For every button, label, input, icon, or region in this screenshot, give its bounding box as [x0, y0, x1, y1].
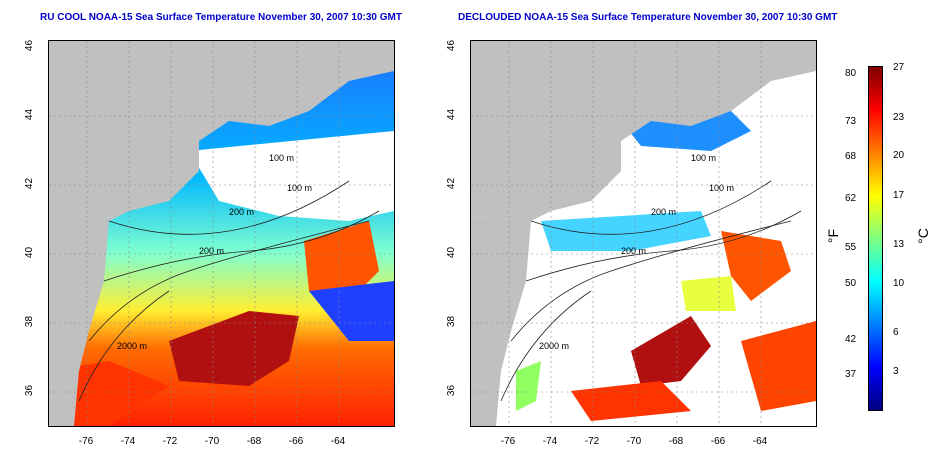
lat-tick: 40: [24, 246, 36, 259]
contour-label: 100 m: [691, 153, 717, 163]
colorbar-c-tick: 17: [893, 190, 905, 201]
lon-tick: -72: [162, 436, 178, 447]
sst-patch: [631, 316, 711, 386]
sst-patch: [721, 231, 791, 301]
lon-tick: -68: [668, 436, 684, 447]
colorbar-f-tick: 80: [845, 68, 857, 79]
lon-tick: -72: [584, 436, 600, 447]
colorbar-c-tick: 23: [893, 112, 905, 123]
sst-map-raw[interactable]: 100 m 100 m 200 m 200 m 2000 m: [48, 40, 395, 427]
colorbar-f-tick: 50: [845, 278, 857, 289]
lon-tick: -74: [120, 436, 136, 447]
lat-tick: 42: [24, 177, 36, 190]
lat-tick: 42: [446, 177, 458, 190]
cloud-area: [189, 131, 394, 221]
lat-tick: 44: [24, 108, 36, 121]
colorbar-f-tick: 73: [845, 116, 857, 127]
lon-tick: -74: [542, 436, 558, 447]
colorbar-f-tick: 68: [845, 151, 857, 162]
sst-map-declouded[interactable]: 100 m 100 m 200 m 200 m 2000 m: [470, 40, 817, 427]
contour-label: 100 m: [709, 183, 735, 193]
contour-label: 100 m: [287, 183, 313, 193]
lat-tick: 38: [24, 315, 36, 328]
lon-tick: -66: [710, 436, 726, 447]
lat-tick: 36: [24, 384, 36, 397]
land-mass: [471, 41, 816, 221]
land-mass: [49, 41, 394, 221]
contour-label: 200 m: [229, 207, 255, 217]
colorbar-c-tick: 6: [893, 327, 899, 338]
warm-core: [169, 311, 299, 386]
lon-tick: -70: [626, 436, 642, 447]
sst-patch: [571, 381, 691, 421]
sst-patch: [541, 211, 711, 251]
sst-patch: [681, 276, 736, 311]
unit-celsius: °C: [914, 228, 931, 244]
lat-tick: 38: [446, 315, 458, 328]
panel2-title: DECLOUDED NOAA-15 Sea Surface Temperatur…: [458, 12, 838, 23]
lon-tick: -68: [246, 436, 262, 447]
contour-label: 200 m: [199, 246, 225, 256]
contour-label: 2000 m: [117, 341, 148, 351]
colorbar-c-tick: 10: [893, 278, 905, 289]
contour-label: 200 m: [651, 207, 677, 217]
colorbar-f-tick: 42: [845, 334, 857, 345]
sst-patch: [516, 361, 541, 411]
temperature-colorbar: [868, 66, 883, 411]
panel1-title: RU COOL NOAA-15 Sea Surface Temperature …: [40, 12, 402, 23]
coast-land: [49, 216, 109, 426]
contour-label: 200 m: [621, 246, 647, 256]
lat-tick: 36: [446, 384, 458, 397]
lon-tick: -76: [500, 436, 516, 447]
coast-land: [471, 216, 531, 426]
lat-tick: 40: [446, 246, 458, 259]
cold-patch: [309, 281, 394, 341]
sst-patch: [741, 321, 816, 411]
lon-tick: -64: [330, 436, 346, 447]
colorbar-c-tick: 3: [893, 366, 899, 377]
colorbar-f-tick: 37: [845, 369, 857, 380]
lat-tick: 46: [24, 39, 36, 52]
colorbar-f-tick: 62: [845, 193, 857, 204]
lat-tick: 44: [446, 108, 458, 121]
colorbar-c-tick: 13: [893, 239, 905, 250]
contour-label: 2000 m: [539, 341, 570, 351]
colorbar-f-tick: 55: [845, 242, 857, 253]
lat-tick: 46: [446, 39, 458, 52]
unit-fahrenheit: °F: [825, 228, 842, 244]
lon-tick: -70: [204, 436, 220, 447]
lon-tick: -64: [752, 436, 768, 447]
lon-tick: -76: [78, 436, 94, 447]
colorbar-c-tick: 27: [893, 62, 905, 73]
contour-label: 100 m: [269, 153, 295, 163]
lon-tick: -66: [288, 436, 304, 447]
colorbar-c-tick: 20: [893, 150, 905, 161]
